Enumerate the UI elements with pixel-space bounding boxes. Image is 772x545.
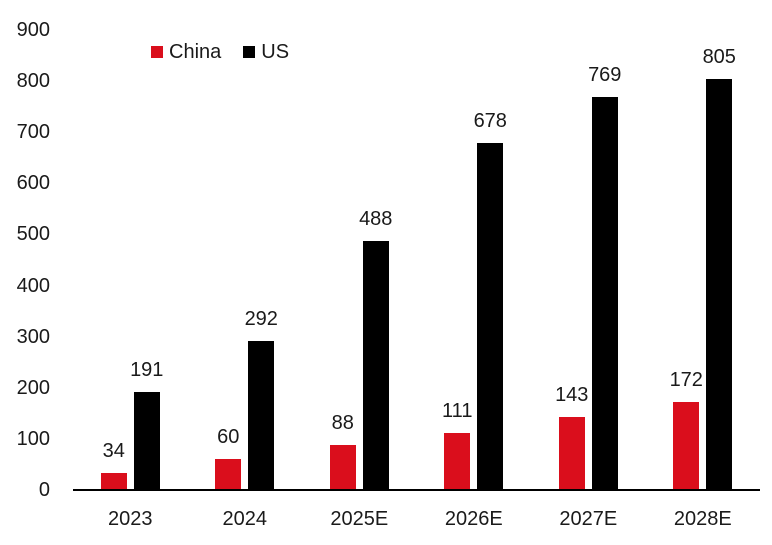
bar-value-label: 678 bbox=[473, 110, 507, 132]
bar-value-label: 172 bbox=[669, 369, 703, 391]
bar-group-2024: 60 292 bbox=[215, 30, 278, 490]
bar-china bbox=[215, 459, 242, 490]
x-tick-label: 2024 bbox=[222, 508, 268, 530]
y-tick-label: 300 bbox=[16, 325, 50, 348]
bar-china bbox=[558, 417, 585, 490]
bar-china bbox=[444, 433, 471, 490]
legend-label: US bbox=[261, 41, 290, 63]
bar-value-label: 805 bbox=[702, 46, 736, 68]
x-tick-label: 2023 bbox=[108, 508, 153, 530]
bar-us bbox=[362, 241, 389, 490]
legend-label: China bbox=[169, 41, 222, 63]
bar-value-label: 292 bbox=[244, 308, 278, 330]
bar-us bbox=[591, 97, 618, 490]
bar-china bbox=[329, 445, 356, 490]
legend-item-china: China bbox=[151, 42, 221, 62]
bar-value-label: 88 bbox=[331, 412, 354, 434]
legend-swatch-icon bbox=[151, 46, 163, 58]
chart-legend: China US bbox=[151, 42, 289, 62]
x-tick-label: 2026E bbox=[444, 508, 503, 530]
bar-us bbox=[706, 79, 733, 490]
legend-swatch-icon bbox=[243, 46, 256, 58]
plot-area: 34 191 60 292 88 488 111 678 143 769 172 805 bbox=[73, 30, 760, 490]
bar-value-label: 488 bbox=[359, 208, 393, 230]
y-tick-label: 700 bbox=[16, 121, 50, 144]
x-axis-line bbox=[73, 489, 760, 491]
bar-china bbox=[673, 402, 700, 490]
bar-value-label: 769 bbox=[588, 64, 622, 86]
y-tick-label: 600 bbox=[16, 172, 50, 195]
x-tick-label: 2028E bbox=[673, 508, 732, 530]
bar-group-2028e: 172 805 bbox=[670, 30, 736, 490]
bar-group-2025e: 88 488 bbox=[329, 30, 392, 490]
bar-group-2027e: 143 769 bbox=[555, 30, 621, 490]
bar-china bbox=[100, 473, 127, 490]
bar-value-label: 191 bbox=[130, 359, 164, 381]
bar-value-label: 60 bbox=[217, 426, 240, 448]
bar-value-label: 143 bbox=[555, 384, 589, 406]
bar-us bbox=[477, 143, 504, 490]
bar-us bbox=[248, 341, 275, 490]
bar-value-label: 111 bbox=[442, 400, 473, 422]
y-tick-label: 0 bbox=[38, 479, 50, 501]
y-tick-label: 100 bbox=[16, 427, 50, 450]
bar-us bbox=[133, 392, 160, 490]
bar-value-label: 34 bbox=[102, 440, 125, 462]
y-tick-label: 800 bbox=[16, 70, 50, 93]
y-tick-label: 400 bbox=[16, 274, 50, 297]
bar-group-2023: 34 191 bbox=[100, 30, 163, 490]
y-tick-label: 500 bbox=[16, 223, 50, 246]
y-tick-label: 200 bbox=[16, 376, 50, 399]
legend-item-us: US bbox=[243, 42, 289, 62]
x-tick-label: 2027E bbox=[559, 508, 618, 530]
y-tick-label: 900 bbox=[16, 19, 50, 41]
bar-group-2026e: 111 678 bbox=[442, 30, 507, 490]
x-tick-label: 2025E bbox=[330, 508, 389, 530]
